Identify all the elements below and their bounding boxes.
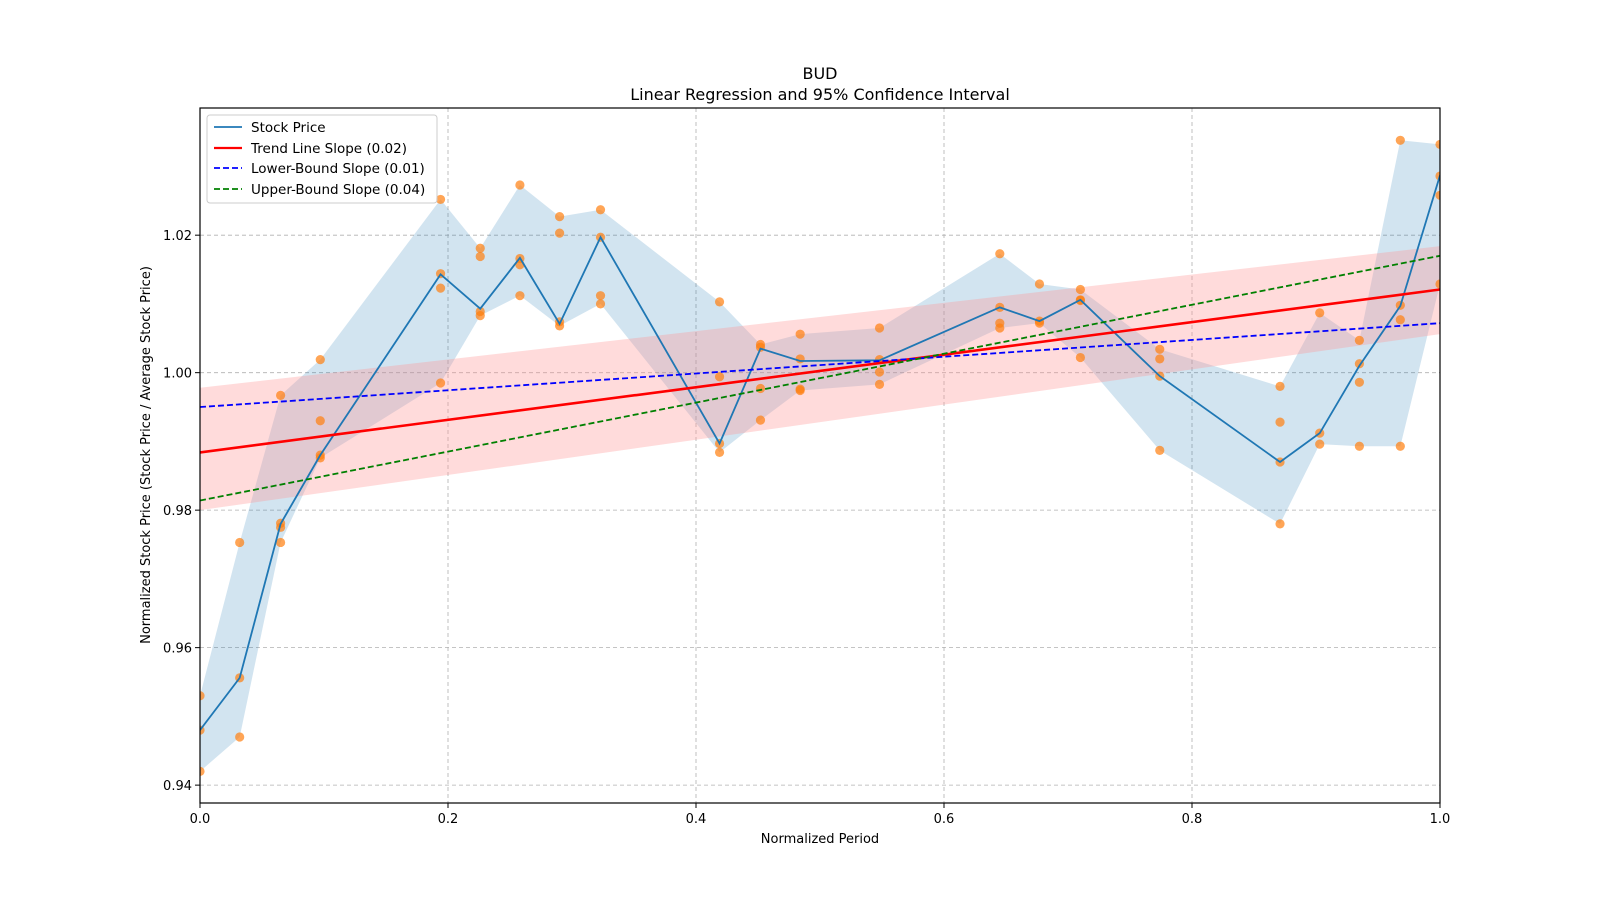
y-tick-label: 0.98	[163, 504, 192, 519]
upper-bound-line	[200, 254, 1440, 502]
scatter-point	[555, 212, 565, 222]
scatter-point	[1075, 284, 1085, 295]
scatter-point	[795, 354, 805, 364]
scatter-point	[1315, 439, 1325, 449]
legend-label-trend-line: Trend Line Slope (0.02)	[250, 141, 407, 157]
scatter-point	[235, 732, 245, 742]
scatter-point	[200, 766, 205, 776]
x-tick-label: 0.2	[438, 812, 459, 827]
plot-area	[200, 135, 1440, 776]
legend-item-upper-bound: Upper-Bound Slope (0.04)	[214, 182, 425, 198]
chart-title: BUD	[802, 64, 837, 83]
scatter-point	[555, 228, 565, 238]
scatter-point	[795, 329, 805, 339]
scatter-point	[1075, 352, 1085, 363]
y-axis-label: Normalized Stock Price (Stock Price / Av…	[139, 266, 154, 644]
scatter-point	[595, 205, 606, 215]
x-axis-ticks: 0.0 0.2 0.4 0.6 0.8 1.0	[190, 803, 1451, 827]
legend-label-upper-bound: Upper-Bound Slope (0.04)	[251, 182, 425, 198]
chart-subtitle: Linear Regression and 95% Confidence Int…	[630, 85, 1010, 104]
scatter-point	[995, 323, 1005, 333]
y-tick-label: 1.00	[163, 367, 192, 382]
scatter-point	[874, 323, 885, 333]
scatter-point	[475, 243, 485, 253]
x-axis-label: Normalized Period	[761, 832, 879, 847]
stock-price-line	[200, 175, 1440, 731]
legend-label-lower-bound: Lower-Bound Slope (0.01)	[251, 161, 425, 177]
scatter-point	[1435, 190, 1440, 200]
scatter-point	[1354, 335, 1364, 345]
scatter-point	[1395, 441, 1405, 451]
scatter-point	[475, 311, 485, 321]
scatter-point	[515, 180, 525, 190]
scatter-point	[276, 537, 286, 548]
scatter-point	[1435, 279, 1440, 289]
scatter-point	[1395, 315, 1405, 325]
scatter-point	[1275, 381, 1285, 392]
scatter-point	[874, 379, 885, 389]
scatter-point	[1155, 445, 1165, 455]
x-tick-label: 0.0	[190, 812, 211, 827]
scatter-point	[1034, 279, 1045, 289]
legend: Stock Price Trend Line Slope (0.02) Lowe…	[206, 114, 438, 204]
legend-item-lower-bound: Lower-Bound Slope (0.01)	[214, 161, 425, 177]
legend-item-stock-price: Stock Price	[214, 120, 326, 136]
y-tick-label: 1.02	[163, 229, 192, 244]
scatter-point	[1395, 135, 1405, 145]
y-axis-ticks: 0.94 0.96 0.98 1.00 1.02	[163, 229, 200, 794]
scatter-point	[435, 194, 446, 205]
legend-label-stock-price: Stock Price	[251, 120, 326, 136]
scatter-point	[755, 415, 766, 425]
scatter-point	[1275, 519, 1285, 529]
scatter-point	[595, 299, 606, 309]
scatter-point	[235, 537, 245, 548]
y-tick-label: 0.94	[163, 779, 192, 794]
stock-price-band	[200, 140, 1440, 772]
legend-box	[206, 114, 438, 204]
x-tick-label: 0.6	[934, 812, 955, 827]
scatter-point	[435, 378, 446, 388]
grid	[199, 108, 1441, 803]
trend-line	[200, 288, 1440, 454]
scatter-point	[276, 390, 286, 400]
scatter-point	[435, 283, 446, 293]
scatter-point	[714, 297, 725, 307]
scatter-point	[475, 251, 485, 262]
scatter-point	[595, 291, 606, 301]
scatter-point	[515, 291, 525, 301]
scatter-point	[874, 367, 885, 377]
scatter-point	[1155, 354, 1165, 364]
scatter-point	[1315, 308, 1325, 318]
scatter-point	[1435, 139, 1440, 150]
scatter-point	[200, 691, 205, 701]
lower-bound-line	[200, 322, 1440, 408]
scatter-point	[555, 321, 565, 331]
scatter-point	[315, 355, 325, 365]
scatter-point	[755, 383, 766, 394]
axes-frame	[199, 107, 1441, 804]
scatter-point	[795, 385, 805, 396]
scatter-point	[1155, 344, 1165, 354]
x-tick-label: 0.4	[686, 812, 707, 827]
scatter-point	[315, 416, 325, 426]
y-tick-label: 0.96	[163, 642, 192, 657]
scatter-point	[995, 249, 1005, 259]
scatter-point	[714, 372, 725, 382]
scatter-point	[1354, 441, 1364, 451]
scatter-point	[1354, 377, 1364, 387]
x-tick-label: 1.0	[1430, 812, 1451, 827]
scatter-point	[1275, 417, 1285, 427]
scatter-point	[714, 447, 725, 458]
x-tick-label: 0.8	[1182, 812, 1203, 827]
legend-item-trend-line: Trend Line Slope (0.02)	[214, 141, 407, 157]
